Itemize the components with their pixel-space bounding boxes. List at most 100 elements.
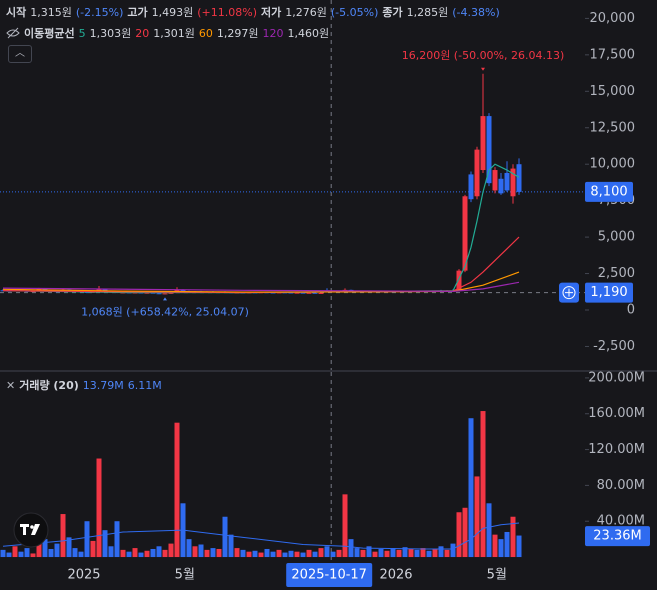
y-tick-label: 0 [627, 303, 635, 318]
candle-body [102, 289, 108, 292]
candle-body [474, 149, 480, 197]
collapse-button[interactable]: ︿ [8, 45, 32, 63]
volume-bar [48, 548, 54, 558]
y-tick-label: 80.00M [597, 478, 645, 493]
y-tick-label: 2,500 [598, 266, 635, 281]
ma-legend: 이동평균선 5 1,303원 20 1,301원 60 1,297원 120 1,460원 [6, 25, 329, 41]
volume-bar [126, 551, 132, 558]
volume-bar [30, 553, 36, 558]
candle-body [504, 172, 510, 191]
candle-body [168, 292, 174, 294]
ma-name: 5 [78, 26, 86, 40]
y-tick-label: 12,500 [590, 120, 636, 135]
ohlc-change: (-5.05%) [330, 5, 379, 19]
x-tick-label: 2026 [379, 568, 412, 583]
volume-bar [420, 548, 426, 558]
y-tick-label: 15,000 [590, 84, 636, 99]
volume-bar [270, 551, 276, 558]
axes: 20,00017,50015,00012,50010,0007,5005,000… [67, 11, 650, 587]
volume-bar [192, 546, 198, 558]
volume-bar [432, 548, 438, 558]
candle-body [300, 292, 306, 294]
eye-icon[interactable] [6, 27, 20, 39]
ma-name: 120 [262, 26, 284, 40]
candle-body [294, 292, 300, 294]
volume-bar [456, 512, 462, 558]
volume-bar [78, 551, 84, 558]
volume-bar [252, 550, 258, 558]
volume-bar [288, 550, 294, 558]
x-tick-label: 5월 [175, 568, 195, 583]
price-tag-label: 23.36M [593, 529, 641, 544]
volume-bar [12, 546, 18, 558]
volume-bar [348, 539, 354, 558]
volume-bar [240, 549, 246, 558]
volume-bar [426, 550, 432, 558]
candle-body [462, 196, 468, 271]
candle-body [150, 292, 156, 294]
volume-pane [0, 372, 522, 560]
price-tag [585, 526, 650, 547]
ma-line [2, 236, 520, 294]
volume-bar [342, 494, 348, 558]
time-tag [286, 563, 373, 587]
volume-bar [222, 516, 228, 558]
volume-bar [396, 549, 402, 558]
volume-title: 거래량 (20) [19, 379, 79, 392]
volume-bar [24, 548, 30, 558]
ohlc-label: 시작 [6, 6, 27, 19]
ohlc-change: (-4.38%) [452, 5, 500, 19]
ma-name: 20 [135, 26, 150, 40]
volume-bar [96, 458, 102, 558]
ma-title: 이동평균선 [24, 27, 75, 40]
volume-bar [162, 549, 168, 558]
price-tag [585, 282, 633, 303]
candle-body [144, 292, 150, 294]
ma-line [2, 522, 520, 550]
price-tag-label: 1,190 [590, 285, 627, 300]
y-tick-label: 20,000 [590, 11, 636, 26]
ohlc-label: 종가 [382, 6, 403, 19]
candle-body [510, 168, 516, 197]
volume-bar [60, 514, 66, 558]
volume-bar [108, 546, 114, 558]
ma-line [2, 271, 520, 293]
add-icon [562, 286, 576, 300]
volume-bar [72, 548, 78, 558]
ohlc-change: (+11.08%) [197, 5, 257, 19]
close-icon[interactable]: ✕ [6, 378, 16, 392]
volume-bar [408, 548, 414, 558]
volume-bar [504, 531, 510, 558]
volume-legend: ✕ 거래량 (20) 13.79M 6.11M [6, 377, 162, 393]
volume-bar [360, 549, 366, 558]
volume-bar [18, 551, 24, 558]
volume-bar [300, 552, 306, 558]
volume-bar [198, 544, 204, 558]
logo [13, 512, 49, 548]
volume-bar [480, 411, 486, 558]
volume-bar [372, 551, 378, 558]
ohlc-label: 고가 [127, 6, 148, 19]
volume-bar [150, 548, 156, 558]
price-tag [585, 181, 633, 202]
ma-value: 1,297원 [216, 27, 259, 40]
ohlc-value: 1,276원 [285, 6, 327, 19]
volume-bar [264, 548, 270, 558]
ma-value: 1,301원 [153, 27, 195, 40]
annotation-marker [163, 297, 167, 301]
volume-bar [258, 552, 264, 558]
volume-bar [366, 546, 372, 558]
candle-body [480, 116, 486, 171]
annotation-marker [481, 67, 485, 71]
y-tick-label: -2,500 [593, 339, 635, 354]
ma-line [2, 163, 520, 294]
ma-value: 1,303원 [89, 27, 132, 40]
volume-bar [234, 548, 240, 558]
volume-bar [228, 534, 234, 558]
candle-body [180, 289, 186, 292]
volume-bar [114, 521, 120, 558]
volume-bar [306, 549, 312, 558]
ohlc-label: 저가 [261, 6, 282, 19]
volume-bar [216, 548, 222, 558]
